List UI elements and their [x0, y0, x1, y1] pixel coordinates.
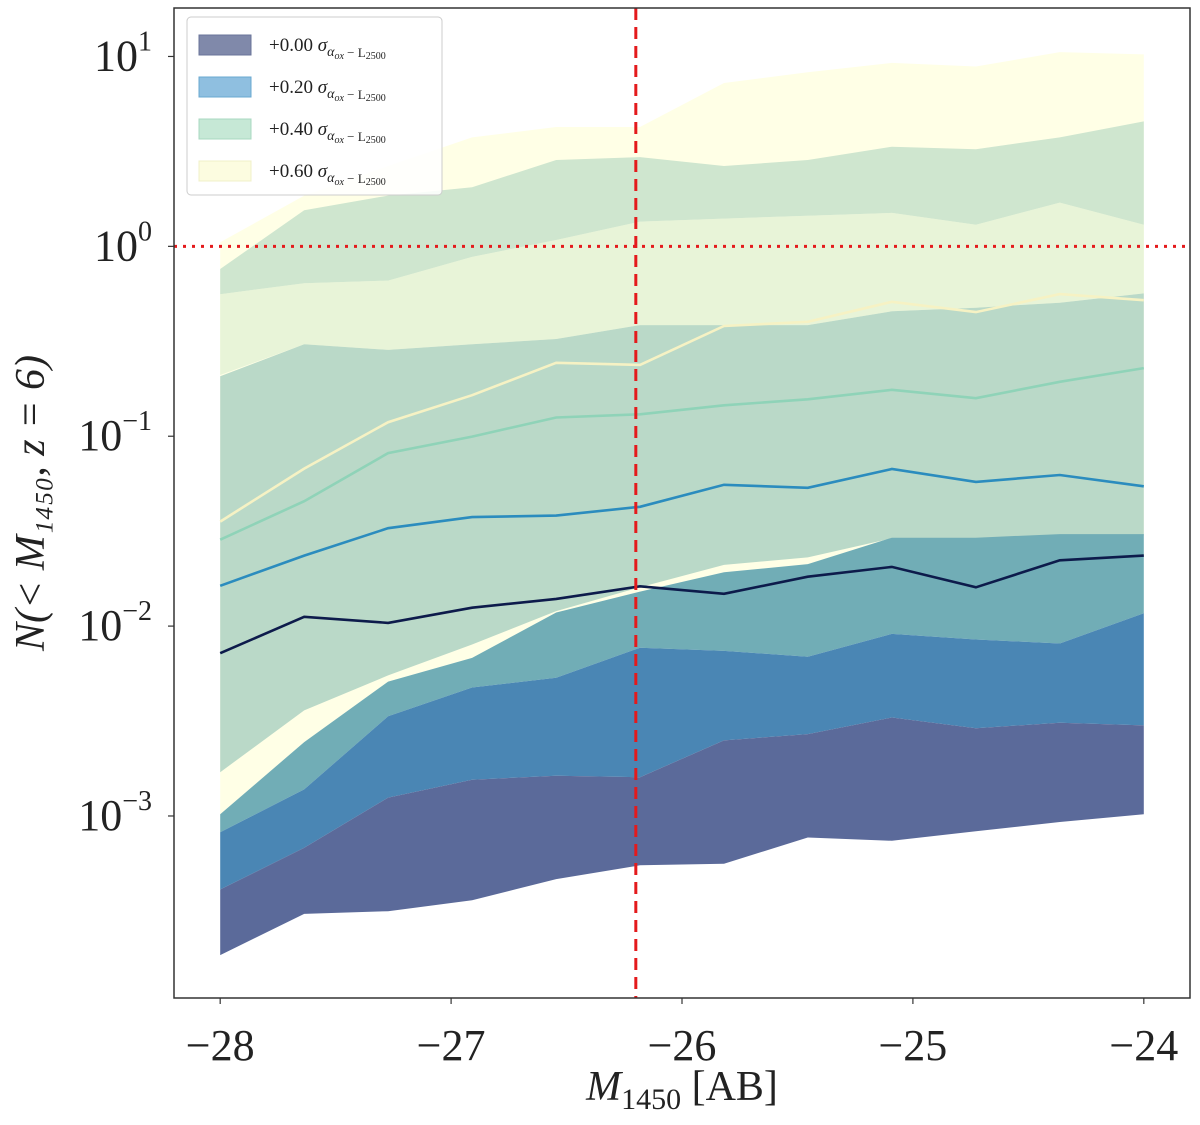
y-tick-label: 10−1 [78, 406, 152, 460]
y-tick-labels: 10−3 10−2 10−1 100 101 [78, 26, 174, 840]
band-series-4-inner [220, 293, 1144, 773]
band-series-2 [220, 613, 1144, 890]
y-tick-label: 101 [94, 26, 152, 80]
median-line-series-1 [219, 554, 1144, 655]
median-line-series-2 [219, 467, 1144, 588]
y-axis-label: N(< M₁₄₅₀, z = 6) [8, 355, 54, 652]
legend-swatch [198, 34, 252, 56]
band-series-3 [220, 534, 1144, 833]
legend: +0.00 σαox − L2500 +0.20 σαox − L2500 +0.4… [186, 16, 443, 196]
band-series-1 [220, 717, 1144, 956]
median-line-series-4 [219, 292, 1144, 523]
legend-box [186, 16, 443, 196]
legend-entry: +0.40 σαox − L2500 [269, 119, 386, 146]
band-envelope-2 [220, 121, 1144, 295]
y-tick-label: 100 [94, 216, 152, 270]
x-tick-label: −28 [186, 1021, 255, 1070]
x-tick-label: −27 [417, 1021, 486, 1070]
legend-entry: +0.00 σαox − L2500 [269, 35, 386, 62]
legend-entry: +0.60 σαox − L2500 [269, 161, 386, 188]
median-line-layer [219, 292, 1145, 655]
x-tick-labels: −28 −27 −26 −25 −24 [186, 998, 1178, 1070]
x-axis-label: M1450 [AB] [585, 1064, 778, 1116]
x-tick-label: −24 [1109, 1021, 1178, 1070]
y-tick-label: 10−2 [78, 596, 152, 650]
legend-swatch [198, 160, 252, 182]
legend-entry: +0.20 σαox − L2500 [269, 77, 386, 104]
band-layer [220, 52, 1144, 956]
x-tick-label: −26 [648, 1021, 717, 1070]
median-line-series-3 [219, 366, 1145, 541]
legend-swatch [198, 76, 252, 98]
y-tick-label: 10−3 [78, 786, 152, 840]
legend-swatch [198, 118, 252, 140]
x-tick-label: −25 [878, 1021, 947, 1070]
reference-line-layer [174, 8, 1190, 998]
